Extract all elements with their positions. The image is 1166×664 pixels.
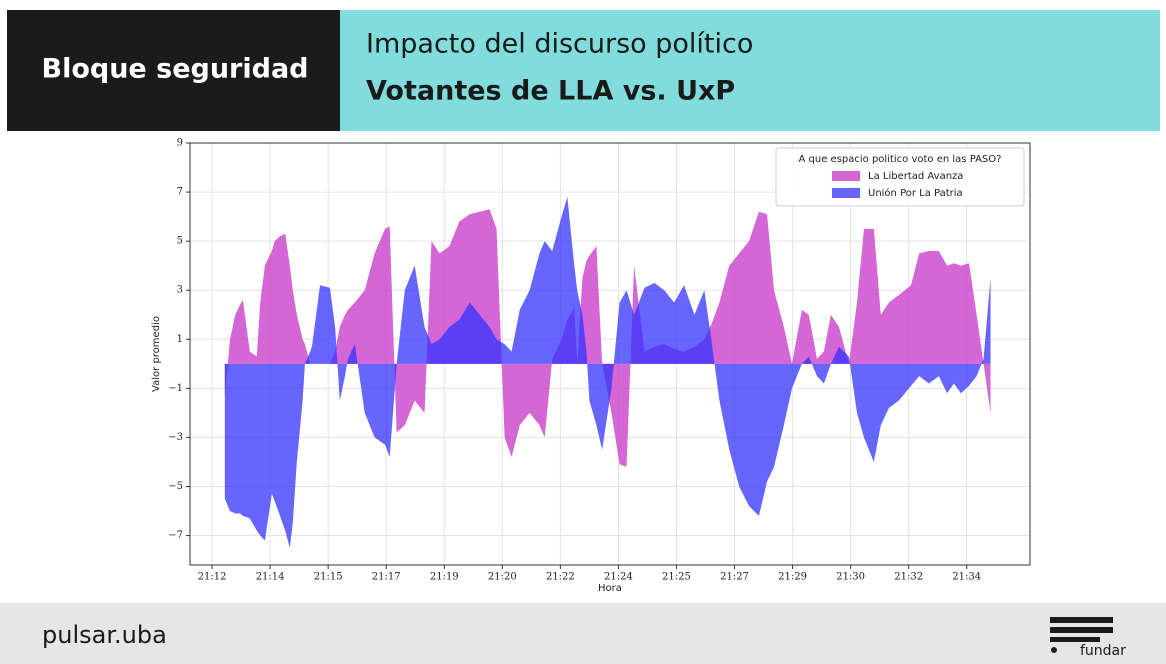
y-tick-label: 9: [177, 138, 183, 149]
area: [224, 209, 991, 467]
legend-swatch: [832, 171, 860, 181]
x-tick-label: 21:34: [952, 572, 981, 583]
header-label-box: [7, 10, 340, 131]
footer-band: [0, 603, 1166, 664]
y-tick-label: −5: [168, 481, 183, 492]
x-tick-label: 21:30: [836, 572, 865, 583]
legend-label: Unión Por La Patria: [868, 187, 963, 199]
footer-right-logo: fundar: [1080, 643, 1126, 659]
chart: 9 7 5 3 1 −1 −3 −5 −7 21:12 21:14 21:15 21:17 21:19 21…: [151, 138, 1031, 594]
header-title: Impacto del discurso político: [366, 29, 753, 60]
x-tick-label: 21:29: [778, 572, 807, 583]
plot-frame: [189, 142, 1031, 566]
fundar-mark: [1050, 617, 1113, 653]
header-label: Bloque seguridad: [41, 54, 308, 85]
y-tick-label: 5: [177, 236, 183, 247]
x-tick-label: 21:14: [256, 572, 285, 583]
y-tick-label: −1: [168, 383, 183, 394]
x-tick-label: 21:24: [604, 572, 633, 583]
x-tick-label: 21:12: [198, 572, 227, 583]
x-axis-label: Hora: [598, 583, 622, 594]
x-tick-label: 21:32: [894, 572, 923, 583]
header-title-box: [340, 10, 1160, 131]
y-tick-label: 1: [177, 334, 183, 345]
y-tick-label: −7: [168, 530, 183, 541]
legend-swatch: [832, 188, 860, 198]
x-tick-label: 21:15: [314, 572, 343, 583]
x-tick-label: 21:25: [662, 572, 691, 583]
area: [224, 196, 991, 548]
legend-title: A que espacio politico voto en las PASO?: [799, 154, 1002, 165]
y-tick-label: 3: [177, 285, 183, 296]
x-tick-label: 21:22: [546, 572, 575, 583]
header-subtitle: Votantes de LLA vs. UxP: [366, 76, 735, 107]
y-axis-label: Valor promedio: [151, 316, 162, 392]
x-tick-label: 21:17: [372, 572, 401, 583]
footer-left-logo: pulsar.uba: [42, 621, 167, 649]
x-tick-label: 21:19: [430, 572, 459, 583]
legend-label: La Libertad Avanza: [868, 171, 963, 182]
x-tick-label: 21:20: [488, 572, 517, 583]
x-tick-label: 21:27: [720, 572, 749, 583]
y-tick-label: −3: [168, 432, 183, 443]
y-tick-label: 7: [177, 187, 183, 198]
